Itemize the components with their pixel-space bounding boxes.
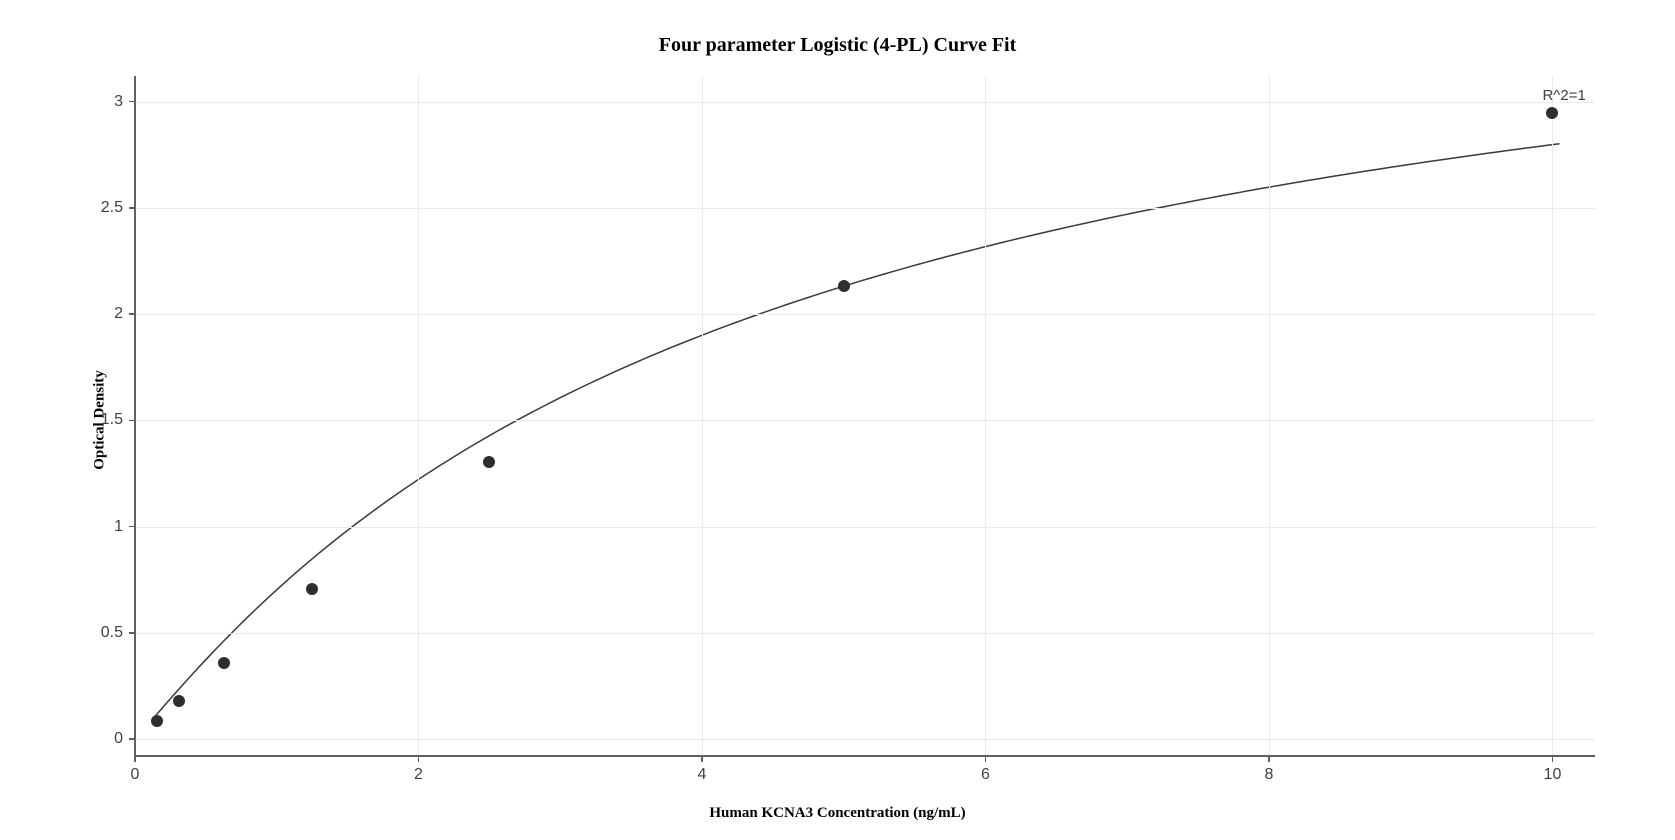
data-point: [483, 456, 495, 468]
y-tick-label: 2: [83, 305, 123, 323]
plot-area: 00.511.522.530246810R^2=1: [135, 76, 1595, 756]
x-tick-mark: [1268, 756, 1270, 762]
data-point: [151, 715, 163, 727]
chart-container: Four parameter Logistic (4-PL) Curve Fit…: [0, 0, 1675, 840]
grid-line-v: [1552, 76, 1553, 756]
x-tick-mark: [985, 756, 987, 762]
x-axis-line: [135, 755, 1595, 757]
x-tick-label: 10: [1544, 766, 1562, 784]
y-tick-label: 1.5: [83, 411, 123, 429]
data-point: [173, 695, 185, 707]
data-point: [306, 583, 318, 595]
grid-line-v: [418, 76, 419, 756]
grid-line-h: [135, 420, 1595, 421]
y-axis-line: [134, 76, 136, 756]
data-point: [1546, 107, 1558, 119]
x-tick-mark: [134, 756, 136, 762]
fit-curve: [135, 76, 1595, 756]
x-tick-label: 2: [414, 766, 423, 784]
grid-line-h: [135, 739, 1595, 740]
grid-line-v: [702, 76, 703, 756]
data-point: [218, 657, 230, 669]
x-tick-mark: [1552, 756, 1554, 762]
chart-title: Four parameter Logistic (4-PL) Curve Fit: [659, 34, 1017, 57]
grid-line-v: [1269, 76, 1270, 756]
r-squared-annotation: R^2=1: [1542, 87, 1585, 104]
y-tick-label: 0: [83, 730, 123, 748]
grid-line-h: [135, 208, 1595, 209]
x-tick-mark: [701, 756, 703, 762]
x-tick-label: 6: [981, 766, 990, 784]
grid-line-h: [135, 527, 1595, 528]
x-tick-label: 8: [1265, 766, 1274, 784]
grid-line-h: [135, 102, 1595, 103]
x-axis-label: Human KCNA3 Concentration (ng/mL): [709, 805, 965, 822]
x-tick-mark: [418, 756, 420, 762]
y-tick-label: 3: [83, 93, 123, 111]
y-tick-label: 1: [83, 518, 123, 536]
x-tick-label: 4: [698, 766, 707, 784]
y-tick-label: 0.5: [83, 624, 123, 642]
data-point: [838, 280, 850, 292]
x-tick-label: 0: [131, 766, 140, 784]
grid-line-h: [135, 633, 1595, 634]
grid-line-h: [135, 314, 1595, 315]
y-tick-label: 2.5: [83, 199, 123, 217]
grid-line-v: [985, 76, 986, 756]
